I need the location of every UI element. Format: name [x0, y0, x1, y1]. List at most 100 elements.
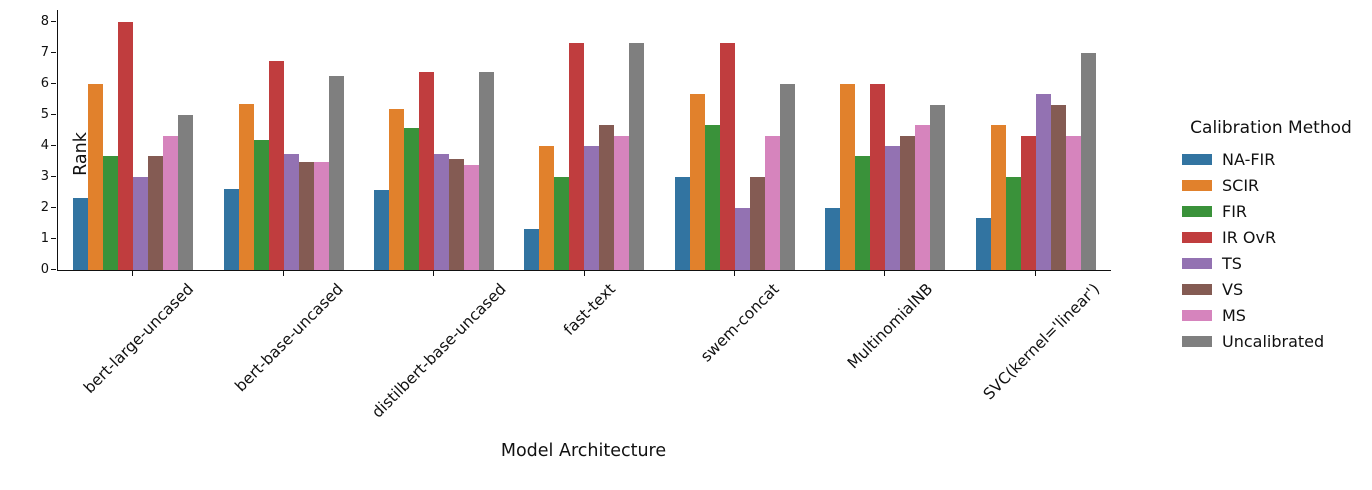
y-tick-label: 2 [40, 200, 49, 215]
legend-swatch-icon [1182, 335, 1212, 347]
y-tick [51, 238, 56, 240]
legend-swatch-icon [1182, 179, 1212, 191]
bar-na-fir [825, 208, 841, 270]
bar-vs [599, 125, 615, 270]
x-tick [733, 271, 735, 276]
x-tick-label: SVC(kernel='linear') [979, 280, 1104, 404]
y-tick-label: 4 [40, 138, 49, 153]
x-tick-label: bert-base-uncased [231, 280, 347, 396]
y-tick [51, 21, 56, 23]
legend-label: MS [1222, 305, 1246, 325]
bar-fir [704, 125, 720, 270]
bar-group [509, 10, 659, 270]
bar-ir-ovr [569, 42, 585, 270]
bar-uncalibrated [178, 115, 194, 270]
bar-na-fir [674, 177, 690, 270]
bar-ts [734, 208, 750, 270]
x-tick [884, 271, 886, 276]
bar-vs [449, 159, 465, 270]
legend-swatch-icon [1182, 231, 1212, 243]
legend-label: TS [1222, 253, 1242, 273]
bar-scir [689, 94, 705, 270]
x-tick [1034, 271, 1036, 276]
bar-ts [133, 177, 149, 270]
x-tick-label: swem-concat [697, 280, 783, 366]
bar-scir [539, 146, 555, 270]
y-tick-label: 6 [40, 76, 49, 91]
bar-group [359, 10, 509, 270]
y-tick-label: 7 [40, 45, 49, 60]
x-tick [132, 271, 134, 276]
y-tick-label: 5 [40, 107, 49, 122]
bar-fir [404, 128, 420, 270]
bar-scir [238, 104, 254, 270]
bar-uncalibrated [1080, 53, 1096, 270]
bar-group [810, 10, 960, 270]
bar-ir-ovr [1020, 135, 1036, 270]
legend-item-vs: VS [1172, 276, 1370, 302]
bar-fir [554, 177, 570, 270]
bar-ts [885, 146, 901, 270]
bar-group [208, 10, 358, 270]
bar-na-fir [223, 189, 239, 270]
legend-label: Uncalibrated [1222, 331, 1325, 351]
bar-fir [103, 156, 119, 270]
y-tick [51, 269, 56, 271]
legend-item-ts: TS [1172, 250, 1370, 276]
bar-na-fir [975, 218, 991, 270]
legend-item-na-fir: NA-FIR [1172, 146, 1370, 172]
bar-ts [434, 153, 450, 270]
y-tick [51, 176, 56, 178]
bar-ir-ovr [719, 42, 735, 270]
legend-swatch-icon [1182, 205, 1212, 217]
y-tick-label: 1 [40, 231, 49, 246]
legend-label: IR OvR [1222, 227, 1277, 247]
bar-vs [900, 135, 916, 270]
bar-ts [1035, 94, 1051, 270]
legend-item-scir: SCIR [1172, 172, 1370, 198]
y-tick-label: 3 [40, 169, 49, 184]
legend-swatch-icon [1182, 257, 1212, 269]
bar-fir [253, 139, 269, 270]
bar-ms [313, 161, 329, 270]
bar-ir-ovr [419, 71, 435, 270]
bar-vs [749, 177, 765, 270]
bar-vs [148, 156, 164, 270]
bar-scir [88, 84, 104, 270]
x-tick-label: fast-text [560, 280, 620, 339]
bar-na-fir [374, 190, 390, 270]
bar-ms [1065, 135, 1081, 270]
x-axis-title: Model Architecture [500, 441, 667, 461]
legend-label: SCIR [1222, 175, 1260, 195]
bar-scir [389, 108, 405, 270]
bar-ms [764, 135, 780, 270]
legend-swatch-icon [1182, 283, 1212, 295]
bar-ir-ovr [870, 84, 886, 270]
bar-vs [1050, 104, 1066, 270]
bar-group [961, 10, 1111, 270]
y-tick [51, 114, 56, 116]
plot-area: Rank [57, 10, 1111, 271]
legend-item-ir-ovr: IR OvR [1172, 224, 1370, 250]
bar-vs [298, 161, 314, 270]
bar-group [58, 10, 208, 270]
bar-uncalibrated [328, 76, 344, 270]
x-tick [282, 271, 284, 276]
bar-group [660, 10, 810, 270]
bar-ir-ovr [268, 60, 284, 270]
y-tick [51, 207, 56, 209]
legend-item-ms: MS [1172, 302, 1370, 328]
y-tick [51, 52, 56, 54]
x-tick-label: MultinomialNB [844, 280, 937, 373]
legend-item-uncalibrated: Uncalibrated [1172, 328, 1370, 354]
bar-scir [990, 125, 1006, 270]
y-tick-label: 8 [40, 14, 49, 29]
bar-na-fir [524, 228, 540, 270]
bar-ms [614, 135, 630, 270]
bar-ms [163, 135, 179, 270]
bar-fir [855, 156, 871, 270]
legend-label: NA-FIR [1222, 149, 1276, 169]
legend: Calibration Method NA-FIR SCIR FIR IR OvR TS… [1172, 118, 1370, 354]
bar-uncalibrated [779, 84, 795, 270]
